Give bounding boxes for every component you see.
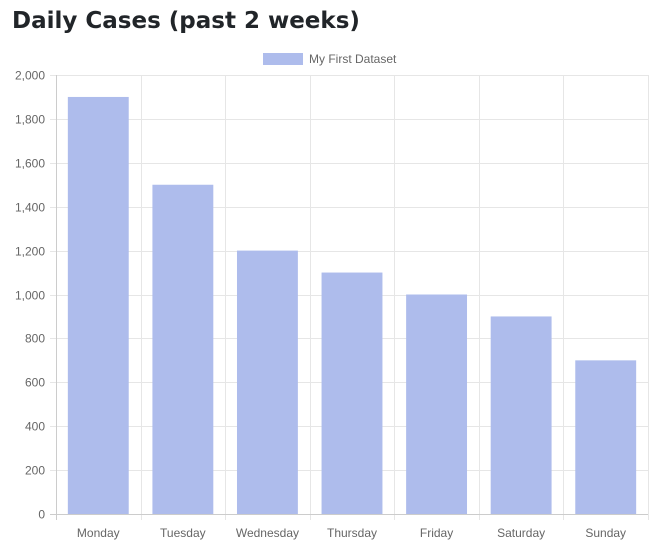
page-title: Daily Cases (past 2 weeks): [12, 8, 360, 34]
bar-thursday[interactable]: [321, 272, 383, 514]
y-tick-label: 1,000: [15, 289, 45, 303]
bar-series: [67, 96, 637, 515]
y-tick-label: 400: [25, 420, 45, 434]
bar-saturday[interactable]: [490, 316, 552, 514]
bar-monday[interactable]: [67, 96, 129, 514]
y-axis-ticks: 0 200 400 600 800 1,000 1,200 1,400 1,600 1,800 2,…: [15, 69, 45, 522]
bar-tuesday[interactable]: [152, 184, 214, 514]
legend-label[interactable]: My First Dataset: [309, 52, 397, 66]
y-tick-label: 600: [25, 376, 45, 390]
x-tick-label: Thursday: [327, 526, 377, 540]
y-tick-label: 1,200: [15, 245, 45, 259]
grid-lines: [50, 75, 649, 520]
bar-wednesday[interactable]: [236, 250, 298, 514]
y-tick-label: 200: [25, 464, 45, 478]
legend-swatch[interactable]: [263, 53, 303, 65]
chart-legend[interactable]: My First Dataset: [263, 52, 397, 66]
y-tick-label: 2,000: [15, 69, 45, 83]
x-tick-label: Tuesday: [160, 526, 206, 540]
x-tick-label: Friday: [420, 526, 453, 540]
y-tick-label: 800: [25, 332, 45, 346]
x-tick-label: Wednesday: [236, 526, 299, 540]
axes: [56, 75, 648, 515]
x-tick-label: Monday: [77, 526, 120, 540]
x-tick-label: Sunday: [585, 526, 626, 540]
x-tick-label: Saturday: [497, 526, 545, 540]
y-tick-label: 1,600: [15, 157, 45, 171]
y-tick-label: 1,800: [15, 113, 45, 127]
bar-friday[interactable]: [406, 294, 468, 515]
bar-sunday[interactable]: [575, 360, 637, 514]
y-tick-label: 0: [38, 508, 45, 522]
x-axis-ticks: Monday Tuesday Wednesday Thursday Friday Satu…: [77, 526, 626, 540]
y-tick-label: 1,400: [15, 201, 45, 215]
